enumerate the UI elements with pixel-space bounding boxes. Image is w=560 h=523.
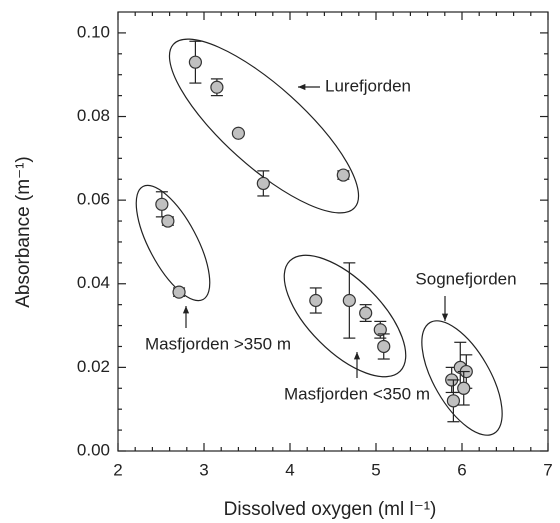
x-tick-label: 5	[371, 460, 380, 479]
point	[256, 176, 270, 191]
x-axis-title: Dissolved oxygen (ml l⁻¹)	[224, 499, 437, 520]
point	[457, 381, 471, 395]
group-ellipse	[283, 254, 407, 378]
x-tick-label: 4	[285, 460, 294, 479]
group-label: Masfjorden >350 m	[145, 334, 291, 353]
group-label: Lurefjorden	[325, 76, 411, 95]
y-tick-label: 0.02	[77, 357, 110, 376]
point	[161, 214, 175, 228]
y-tick-label: 0.00	[77, 440, 110, 459]
point	[210, 80, 224, 94]
arrow-head	[298, 83, 306, 91]
point	[359, 306, 373, 320]
group-ellipse	[421, 320, 503, 436]
x-tick-label: 6	[457, 460, 466, 479]
point	[172, 285, 186, 299]
point	[373, 323, 387, 337]
y-tick-label: 0.08	[77, 106, 110, 125]
point	[188, 55, 202, 69]
y-tick-label: 0.06	[77, 190, 110, 209]
point	[309, 293, 323, 308]
point	[231, 126, 245, 140]
group-label: Masfjorden <350 m	[284, 384, 430, 403]
x-tick-label: 3	[199, 460, 208, 479]
y-tick-label: 0.10	[77, 22, 110, 41]
arrow-head	[353, 352, 361, 360]
point	[446, 394, 460, 408]
group-ellipse	[135, 184, 211, 302]
y-tick-label: 0.04	[77, 273, 110, 292]
group-ellipse	[168, 38, 360, 214]
arrow-head	[182, 306, 190, 314]
arrow-head	[441, 313, 449, 321]
plot-frame	[117, 11, 549, 452]
x-tick-label: 2	[113, 460, 122, 479]
point	[377, 339, 391, 354]
group-label: Sognefjorden	[415, 269, 516, 288]
y-axis-title: Absorbance (m⁻¹)	[13, 156, 34, 308]
point	[342, 293, 356, 308]
point	[336, 168, 350, 182]
point	[155, 197, 169, 211]
x-tick-label: 7	[543, 460, 552, 479]
